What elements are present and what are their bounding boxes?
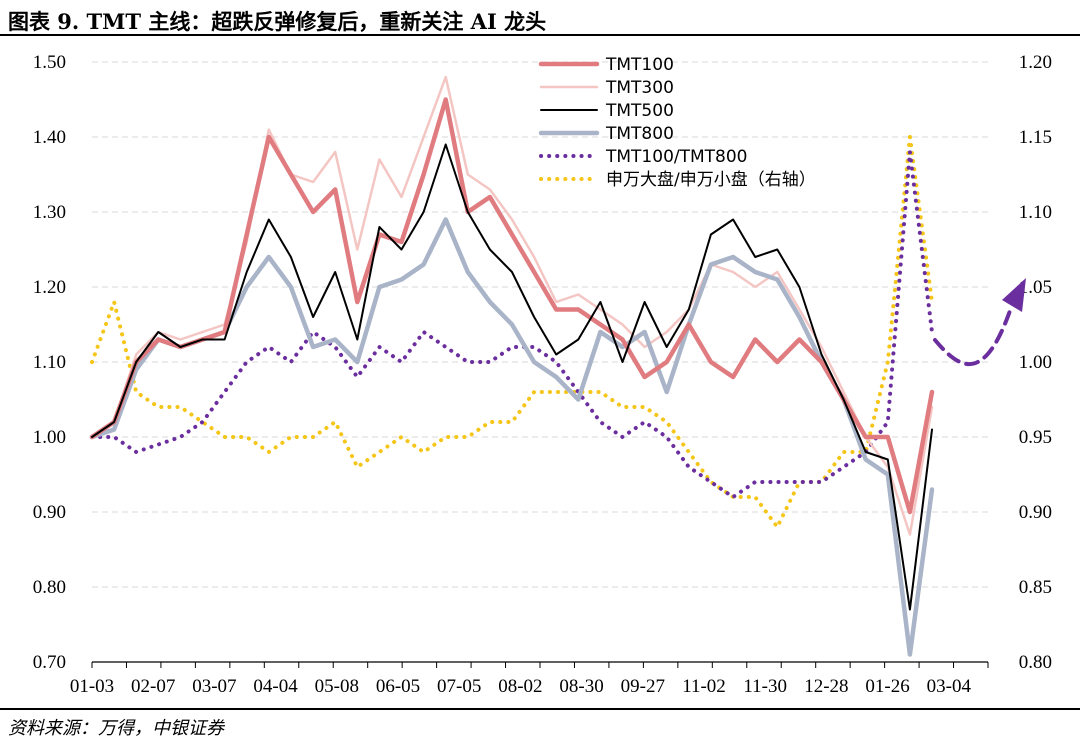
x-tick-label: 04-04 (253, 676, 298, 697)
x-tick-label: 05-08 (315, 676, 359, 697)
y-left-tick-label: 1.10 (33, 352, 66, 373)
source-note: 资料来源：万得，中银证券 (8, 718, 224, 739)
y-left-tick-label: 1.20 (33, 277, 66, 298)
x-tick-label: 06-05 (376, 676, 420, 697)
bottom-rule (0, 708, 1080, 710)
y-left-tick-label: 1.40 (33, 127, 66, 148)
x-tick-label: 08-02 (498, 676, 542, 697)
line-chart: 1.50 1.40 1.30 1.20 1.10 1.00 0.90 0.80 0.70 1.20… (33, 52, 1052, 697)
legend-label: TMT800 (605, 124, 674, 144)
series-line-tmt500 (91, 143, 933, 611)
series-line-tmt100 (89, 97, 935, 515)
x-tick-label: 09-27 (621, 676, 665, 697)
series-line-tmt100-tmt800 (90, 150, 934, 499)
x-tick-label: 03-07 (192, 676, 236, 697)
y-left-tick-label: 1.30 (33, 202, 66, 223)
y-right-tick-label: 0.80 (1019, 652, 1052, 673)
x-tick-label: 08-30 (559, 676, 603, 697)
x-tick-label: 01-26 (865, 676, 909, 697)
y-right-tick-label: 1.05 (1019, 277, 1052, 298)
y-right-tick-label: 0.90 (1019, 502, 1052, 523)
x-tick-label: 03-04 (927, 676, 972, 697)
y-right-tick-label: 1.10 (1019, 202, 1052, 223)
y-right-tick-label: 0.95 (1019, 427, 1052, 448)
top-rule (0, 34, 1080, 36)
y-left-tick-label: 1.50 (33, 52, 66, 73)
y-right-tick-label: 0.85 (1019, 577, 1052, 598)
x-tick-label: 12-28 (804, 676, 848, 697)
x-tick-label: 07-05 (437, 676, 481, 697)
y-left-tick-label: 0.70 (33, 652, 66, 673)
y-right-tick-label: 1.20 (1019, 52, 1052, 73)
series-line-- (90, 135, 934, 529)
legend-label: TMT300 (605, 78, 674, 98)
y-left-tick-label: 0.90 (33, 502, 66, 523)
x-tick-label: 02-07 (131, 676, 175, 697)
y-right-tick-label: 1.15 (1019, 127, 1052, 148)
x-tick-label: 01-03 (70, 676, 114, 697)
y-right-tick-label: 1.00 (1019, 352, 1052, 373)
legend-label: TMT500 (605, 101, 674, 121)
y-left-tick-label: 1.00 (33, 427, 66, 448)
x-tick-label: 11-30 (743, 676, 787, 697)
x-tick-label: 11-02 (682, 676, 726, 697)
legend-label: 申万大盘/申万小盘（右轴） (606, 170, 816, 190)
y-left-tick-label: 0.80 (33, 577, 66, 598)
legend-label: TMT100/TMT800 (605, 147, 748, 167)
projection-arrow-head (1002, 278, 1026, 312)
legend-label: TMT100 (605, 55, 674, 75)
chart-title: 图表 9. TMT 主线：超跌反弹修复后，重新关注 AI 龙头 (8, 9, 547, 34)
projection-arrow-line (933, 303, 1014, 367)
